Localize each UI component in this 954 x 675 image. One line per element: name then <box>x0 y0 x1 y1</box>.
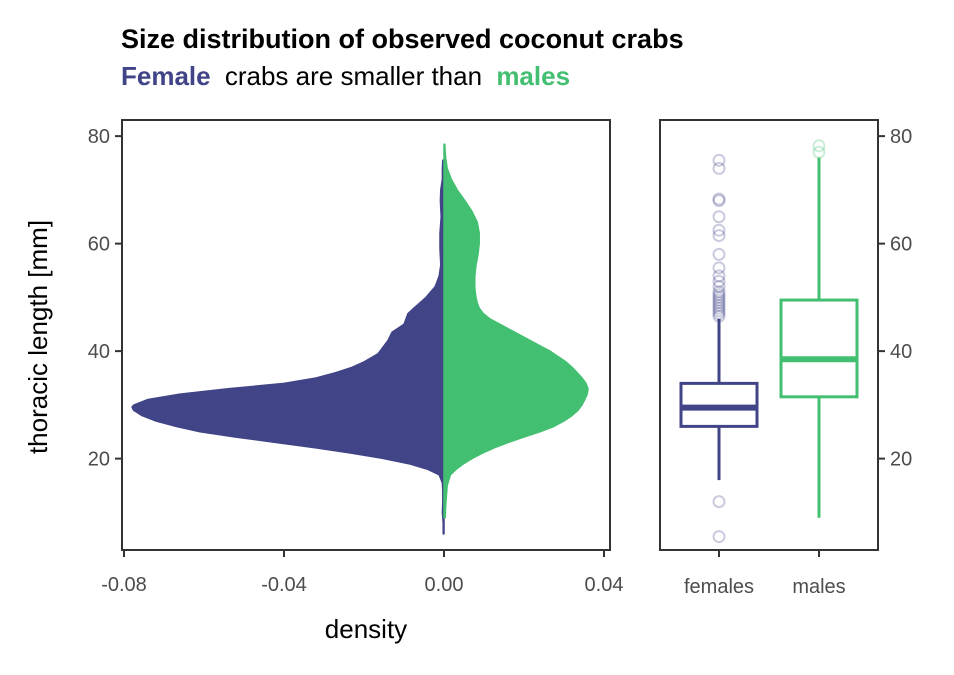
category-label-females: females <box>684 576 754 598</box>
y-tick-label: 80 <box>88 126 110 148</box>
outlier-point <box>712 229 726 243</box>
outlier-point <box>712 161 726 175</box>
box-males <box>779 139 859 518</box>
right-y-tick-label: 20 <box>890 449 912 471</box>
x-axis-title: density <box>325 614 407 644</box>
outlier-point <box>712 298 726 312</box>
box-females <box>679 153 759 544</box>
outlier-point <box>712 194 726 208</box>
outlier-point <box>712 288 726 302</box>
right-y-tick-label: 60 <box>890 234 912 256</box>
outlier-point <box>712 210 726 224</box>
outlier-point <box>712 223 726 237</box>
y-tick-label: 40 <box>88 341 110 363</box>
right-y-tick-label: 40 <box>890 341 912 363</box>
y-axis-title: thoracic length [mm] <box>23 220 53 454</box>
outlier-point <box>712 280 726 294</box>
outlier-point <box>712 192 726 206</box>
violin-y-axis: 20 40 60 80 <box>88 126 122 471</box>
violin-panel-frame <box>121 119 611 551</box>
outlier-point <box>712 290 726 304</box>
violin-shapes <box>131 143 589 535</box>
x-tick-label: 0.04 <box>585 574 624 596</box>
violin-half-males <box>443 143 589 519</box>
right-y-tick-label: 80 <box>890 126 912 148</box>
box-panel-frame <box>659 119 879 551</box>
x-tick-label: -0.08 <box>101 574 147 596</box>
y-tick-label: 60 <box>88 234 110 256</box>
outlier-point <box>712 261 726 275</box>
outlier-point <box>712 247 726 261</box>
chart-title: Size distribution of observed coconut cr… <box>121 24 684 54</box>
subtitle-female-word: Female <box>121 61 211 91</box>
outlier-point <box>812 139 826 153</box>
x-tick-label: 0.00 <box>425 574 464 596</box>
outlier-point <box>712 495 726 509</box>
category-label-males: males <box>792 576 845 598</box>
outlier-point <box>712 301 726 315</box>
outlier-point <box>712 296 726 310</box>
outlier-point <box>712 269 726 283</box>
violin-x-axis: -0.08 -0.04 0.00 0.04 <box>101 550 623 596</box>
chart-subtitle: Female crabs are smaller than males <box>121 61 570 91</box>
outlier-point <box>712 274 726 288</box>
subtitle-middle-text: crabs are smaller than <box>225 61 482 91</box>
outlier-point <box>712 530 726 544</box>
iqr-box <box>779 298 859 399</box>
x-tick-label: -0.04 <box>261 574 307 596</box>
outlier-point <box>712 285 726 299</box>
box-x-axis: females males <box>684 550 846 598</box>
violin-panel: 20 40 60 80 -0.08 -0.04 0.00 0.04 density thor… <box>23 119 623 644</box>
y-tick-label: 20 <box>88 449 110 471</box>
outlier-point <box>712 153 726 167</box>
outlier-point <box>712 304 726 318</box>
box-panel: 20 40 60 80 females males <box>659 119 912 598</box>
violin-half-female <box>131 159 445 535</box>
outlier-point <box>712 293 726 307</box>
subtitle-male-word: males <box>496 61 570 91</box>
box-shapes <box>679 139 859 544</box>
box-y-axis: 20 40 60 80 <box>878 126 912 471</box>
